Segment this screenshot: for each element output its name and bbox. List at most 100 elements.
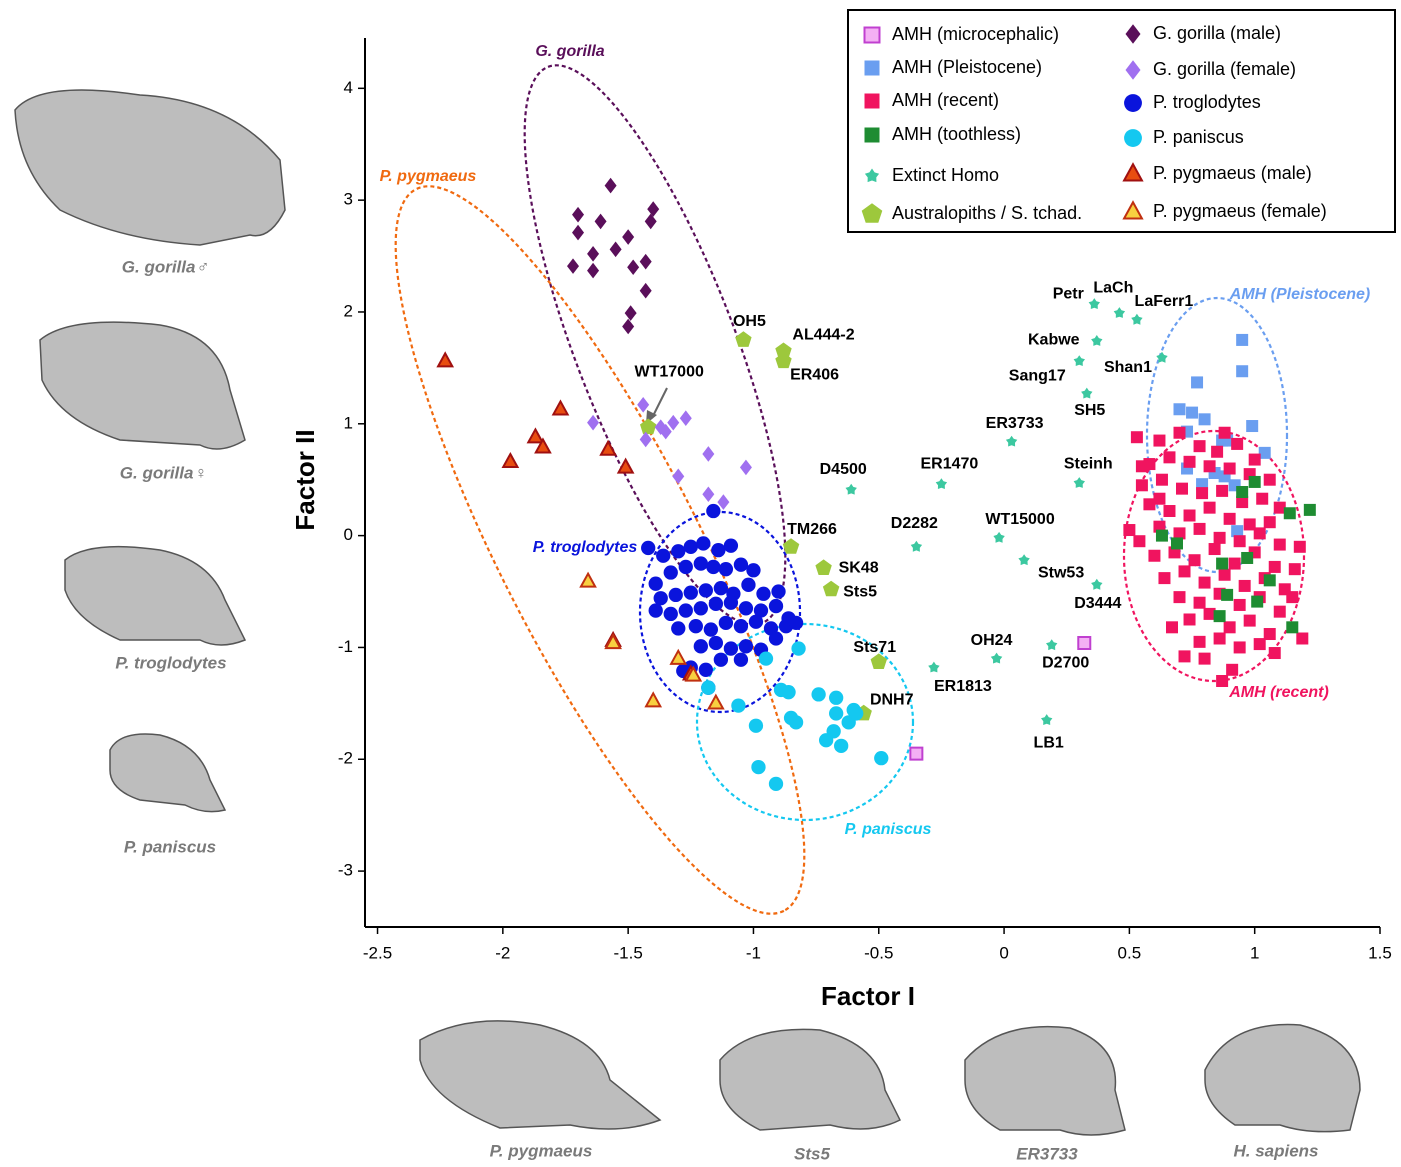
skull-caption: ER3733 [1016, 1144, 1078, 1162]
point [1208, 543, 1221, 556]
point [551, 399, 570, 416]
point [1236, 486, 1249, 499]
point [1091, 335, 1103, 346]
skull-caption: G. gorilla♂ [122, 257, 208, 276]
x-tick-label: 1.5 [1368, 943, 1392, 962]
point [622, 229, 635, 245]
point [1233, 535, 1246, 548]
legend-marker [1125, 24, 1141, 44]
point [775, 352, 792, 369]
point [1218, 568, 1231, 581]
legend-marker [864, 168, 880, 183]
point [678, 603, 693, 618]
point [693, 556, 708, 571]
point [1196, 487, 1209, 500]
point [1238, 579, 1251, 592]
point [1218, 426, 1231, 439]
point-label: ER3733 [986, 415, 1044, 432]
legend-label: P. pygmaeus (male) [1153, 163, 1312, 183]
y-axis-title: Factor II [290, 429, 320, 530]
point [1176, 482, 1189, 495]
point [713, 652, 729, 667]
point [811, 687, 826, 702]
x-tick-label: -1 [746, 943, 761, 962]
point [567, 258, 580, 274]
point [1216, 484, 1229, 497]
point [733, 619, 749, 634]
point-label: LaFerr1 [1135, 293, 1194, 310]
skull [14, 89, 286, 246]
point [1123, 524, 1136, 537]
point [735, 331, 752, 347]
point [738, 639, 754, 654]
x-tick-label: -1.5 [613, 943, 642, 962]
point [672, 468, 685, 485]
point [698, 662, 713, 677]
skull-caption: P. paniscus [124, 837, 216, 856]
point [753, 603, 769, 618]
point [688, 619, 703, 634]
series [1123, 426, 1309, 687]
legend-label: AMH (recent) [892, 90, 999, 110]
point [1153, 492, 1166, 505]
point [1113, 307, 1126, 318]
y-tick-label: 0 [344, 525, 353, 544]
point [609, 241, 622, 258]
legend-label: P. paniscus [1153, 127, 1244, 147]
legend-label: Australopiths / S. tchad. [892, 203, 1082, 223]
point [758, 651, 774, 666]
ellipse [394, 185, 806, 915]
point [1081, 387, 1093, 399]
point [1233, 598, 1246, 611]
point-label: Sts71 [853, 639, 896, 656]
series [845, 298, 1168, 725]
x-tick-label: 0.5 [1118, 943, 1142, 962]
point [696, 536, 711, 551]
ellipse [1122, 429, 1306, 683]
point [1193, 635, 1206, 648]
x-tick-label: 1 [1250, 943, 1259, 962]
legend-marker [864, 93, 880, 109]
point [738, 601, 754, 616]
legend-marker [1124, 129, 1142, 147]
point [1088, 298, 1100, 309]
y-tick-label: -3 [338, 861, 353, 880]
point-label: ER1813 [934, 678, 992, 695]
skull [1204, 1023, 1361, 1133]
point [1173, 426, 1186, 439]
legend-marker [864, 60, 880, 76]
point [1046, 639, 1058, 651]
legend-marker [864, 127, 880, 143]
legend-marker [1122, 162, 1144, 182]
group-label: AMH (Pleistocene) [1229, 286, 1370, 303]
point [669, 648, 688, 665]
point [708, 635, 724, 651]
series [587, 396, 752, 510]
point [640, 418, 657, 435]
point [818, 733, 834, 748]
point [1223, 462, 1236, 475]
point [684, 665, 703, 682]
point [587, 414, 600, 431]
point-label: Sang17 [1009, 367, 1066, 384]
point [935, 478, 948, 489]
skull [964, 1025, 1126, 1136]
point [910, 540, 923, 552]
legend-marker [1122, 200, 1144, 220]
point [1077, 635, 1092, 650]
skull-caption: Sts5 [794, 1144, 830, 1162]
point [701, 680, 716, 695]
point [683, 585, 698, 600]
point [644, 691, 663, 708]
point [501, 451, 520, 469]
point [870, 653, 887, 669]
point [706, 503, 721, 519]
legend-label: AMH (toothless) [892, 124, 1021, 144]
point [683, 539, 698, 554]
point [693, 601, 708, 616]
point [647, 201, 660, 217]
point [1183, 613, 1196, 626]
x-tick-label: -0.5 [864, 943, 893, 962]
arrow [651, 387, 668, 419]
point [782, 538, 800, 554]
